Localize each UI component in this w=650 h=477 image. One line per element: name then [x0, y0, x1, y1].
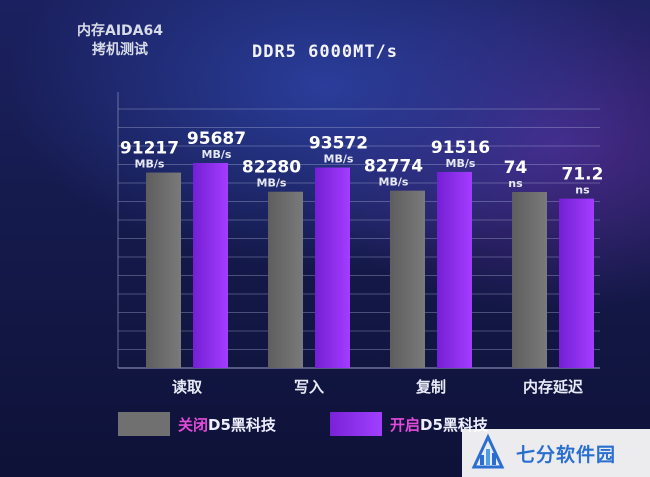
data-unit-label: ns	[575, 184, 590, 197]
data-unit-label: MB/s	[324, 153, 354, 166]
x-tick-label: 写入	[294, 378, 324, 396]
corner-label-line1: 内存AIDA64	[77, 23, 163, 39]
corner-label-line2: 拷机测试	[92, 42, 148, 58]
bar-on-0	[193, 163, 228, 368]
data-unit-label: MB/s	[202, 148, 232, 161]
data-label: 91516	[431, 138, 490, 158]
x-tick-label: 复制	[415, 378, 446, 396]
bar-on-2	[437, 171, 472, 368]
data-label: 82280	[242, 158, 301, 178]
x-tick-label: 内存延迟	[523, 378, 583, 396]
legend-label-off: 关闭D5黑科技	[178, 415, 276, 434]
data-unit-label: MB/s	[446, 157, 476, 170]
data-unit-label: MB/s	[379, 176, 409, 189]
x-tick-label: 读取	[172, 378, 203, 396]
legend-swatch-on	[330, 412, 382, 436]
legend-swatch-off	[118, 412, 170, 436]
bar-chart-logo-icon	[471, 433, 505, 469]
watermark-logo: 七分软件园	[462, 429, 650, 477]
bar-off-2	[390, 190, 425, 368]
bar-off-3	[512, 192, 547, 368]
bar-off-1	[268, 191, 303, 368]
data-unit-label: ns	[508, 177, 523, 190]
corner-label: 内存AIDA64 拷机测试	[70, 22, 170, 60]
data-label: 91217	[120, 139, 179, 159]
data-unit-label: MB/s	[257, 177, 287, 190]
bar-on-3	[559, 198, 594, 368]
legend-item-off: 关闭D5黑科技	[118, 410, 276, 438]
data-label: 93572	[309, 134, 368, 154]
data-label: 71.2	[562, 165, 604, 185]
data-label: 82774	[364, 157, 423, 177]
bar-chart: 91217MB/s95687MB/s读取82280MB/s93572MB/s写入…	[117, 92, 604, 396]
bar-off-0	[146, 172, 181, 368]
bar-on-1	[315, 167, 350, 368]
data-unit-label: MB/s	[135, 158, 165, 171]
chart-title: DDR5 6000MT/s	[251, 42, 399, 62]
data-label: 95687	[187, 129, 246, 149]
watermark-text: 七分软件园	[516, 443, 617, 466]
data-label: 74	[504, 158, 528, 178]
